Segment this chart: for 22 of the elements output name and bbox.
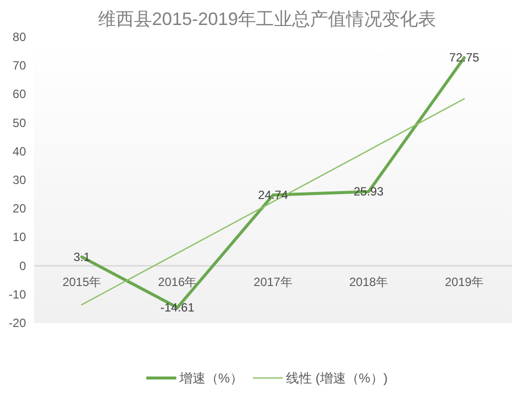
- x-tick-label: 2015年: [62, 274, 102, 289]
- y-tick-label: 60: [12, 87, 26, 102]
- y-tick-label: 40: [12, 144, 26, 158]
- data-label: -14.61: [160, 300, 195, 315]
- chart-title: 维西县2015-2019年工业总产值情况变化表: [98, 9, 436, 29]
- legend-label: 线性 (增速（%）): [286, 370, 388, 386]
- y-tick-label: 20: [12, 202, 26, 216]
- data-label: 3.1: [73, 250, 90, 264]
- x-tick-label: 2019年: [444, 274, 484, 289]
- y-tick-label: 0: [19, 258, 26, 273]
- y-tick-label: -20: [8, 316, 26, 330]
- y-tick-label: 30: [12, 173, 26, 187]
- y-tick-label: -10: [8, 287, 26, 302]
- y-tick-label: 10: [12, 230, 26, 244]
- y-tick-label: 70: [12, 58, 26, 73]
- legend-label: 增速（%）: [178, 370, 243, 386]
- x-tick-label: 2016年: [158, 274, 197, 289]
- x-tick-label: 2017年: [254, 274, 292, 289]
- data-label: 72.75: [449, 50, 480, 65]
- y-tick-label: 80: [12, 30, 26, 44]
- x-tick-label: 2018年: [349, 274, 388, 289]
- y-tick-label: 50: [12, 116, 26, 130]
